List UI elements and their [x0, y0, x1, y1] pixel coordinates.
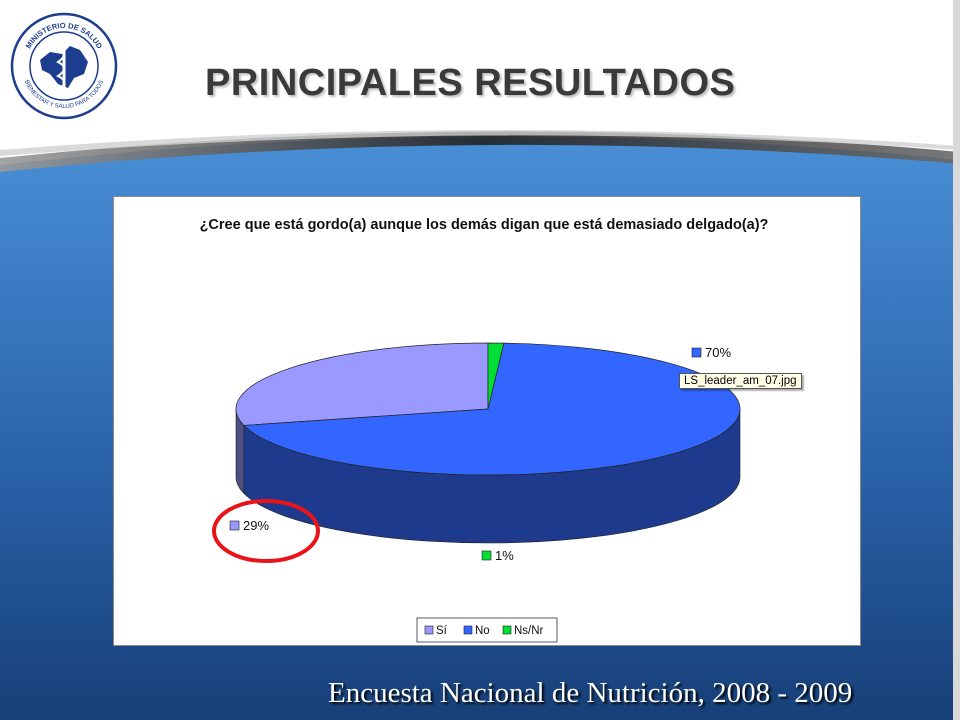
chart-title: ¿Cree que está gordo(a) aunque los demás… — [199, 217, 769, 233]
data-label-text-no: 70% — [705, 345, 731, 360]
pie-slice-ns-nr — [487, 342, 505, 410]
data-label-text-ns-nr: 1% — [495, 548, 514, 563]
legend-label-ns-nr: Ns/Nr — [514, 625, 544, 637]
data-label-si: 29% — [229, 518, 269, 533]
legend-box — [416, 617, 558, 643]
legend-item-ns-nr: Ns/Nr — [502, 625, 544, 637]
legend-item-si: Sí — [424, 625, 448, 637]
data-label-marker-ns-nr — [481, 550, 492, 561]
footer-source: Encuesta Nacional de Nutrición, 2008 - 2… — [328, 677, 853, 709]
ministerio-salud-logo: MINISTERIO DE SALUD BIENESTAR Y SALUD PA… — [10, 12, 118, 120]
legend: Sí No Ns/Nr — [416, 617, 558, 643]
legend-item-no: No — [463, 625, 490, 637]
data-label-ns-nr: 1% — [481, 548, 514, 563]
page-title: PRINCIPALES RESULTADOS — [205, 62, 736, 104]
legend-swatch-si — [424, 625, 434, 635]
data-label-no: 70% — [691, 345, 731, 360]
legend-swatch-no — [463, 625, 473, 635]
pie-tops — [235, 342, 741, 476]
highlight-circle — [212, 499, 320, 563]
pie-data-labels: 29% 70% 1% — [229, 345, 731, 563]
pie-slice-no — [243, 342, 741, 476]
legend-swatch-ns-nr — [502, 625, 512, 635]
data-label-text-si: 29% — [243, 518, 269, 533]
data-label-marker-no — [691, 347, 702, 358]
pie-slice-si — [235, 342, 489, 426]
legend-label-si: Sí — [436, 625, 448, 637]
filename-tooltip: LS_leader_am_07.jpg — [679, 373, 802, 389]
chart-panel: ¿Cree que está gordo(a) aunque los demás… — [113, 196, 861, 646]
legend-label-no: No — [475, 625, 490, 637]
pie-chart: 29% 70% 1% Sí No Ns/Nr — [212, 342, 741, 643]
data-label-marker-si — [229, 520, 240, 531]
